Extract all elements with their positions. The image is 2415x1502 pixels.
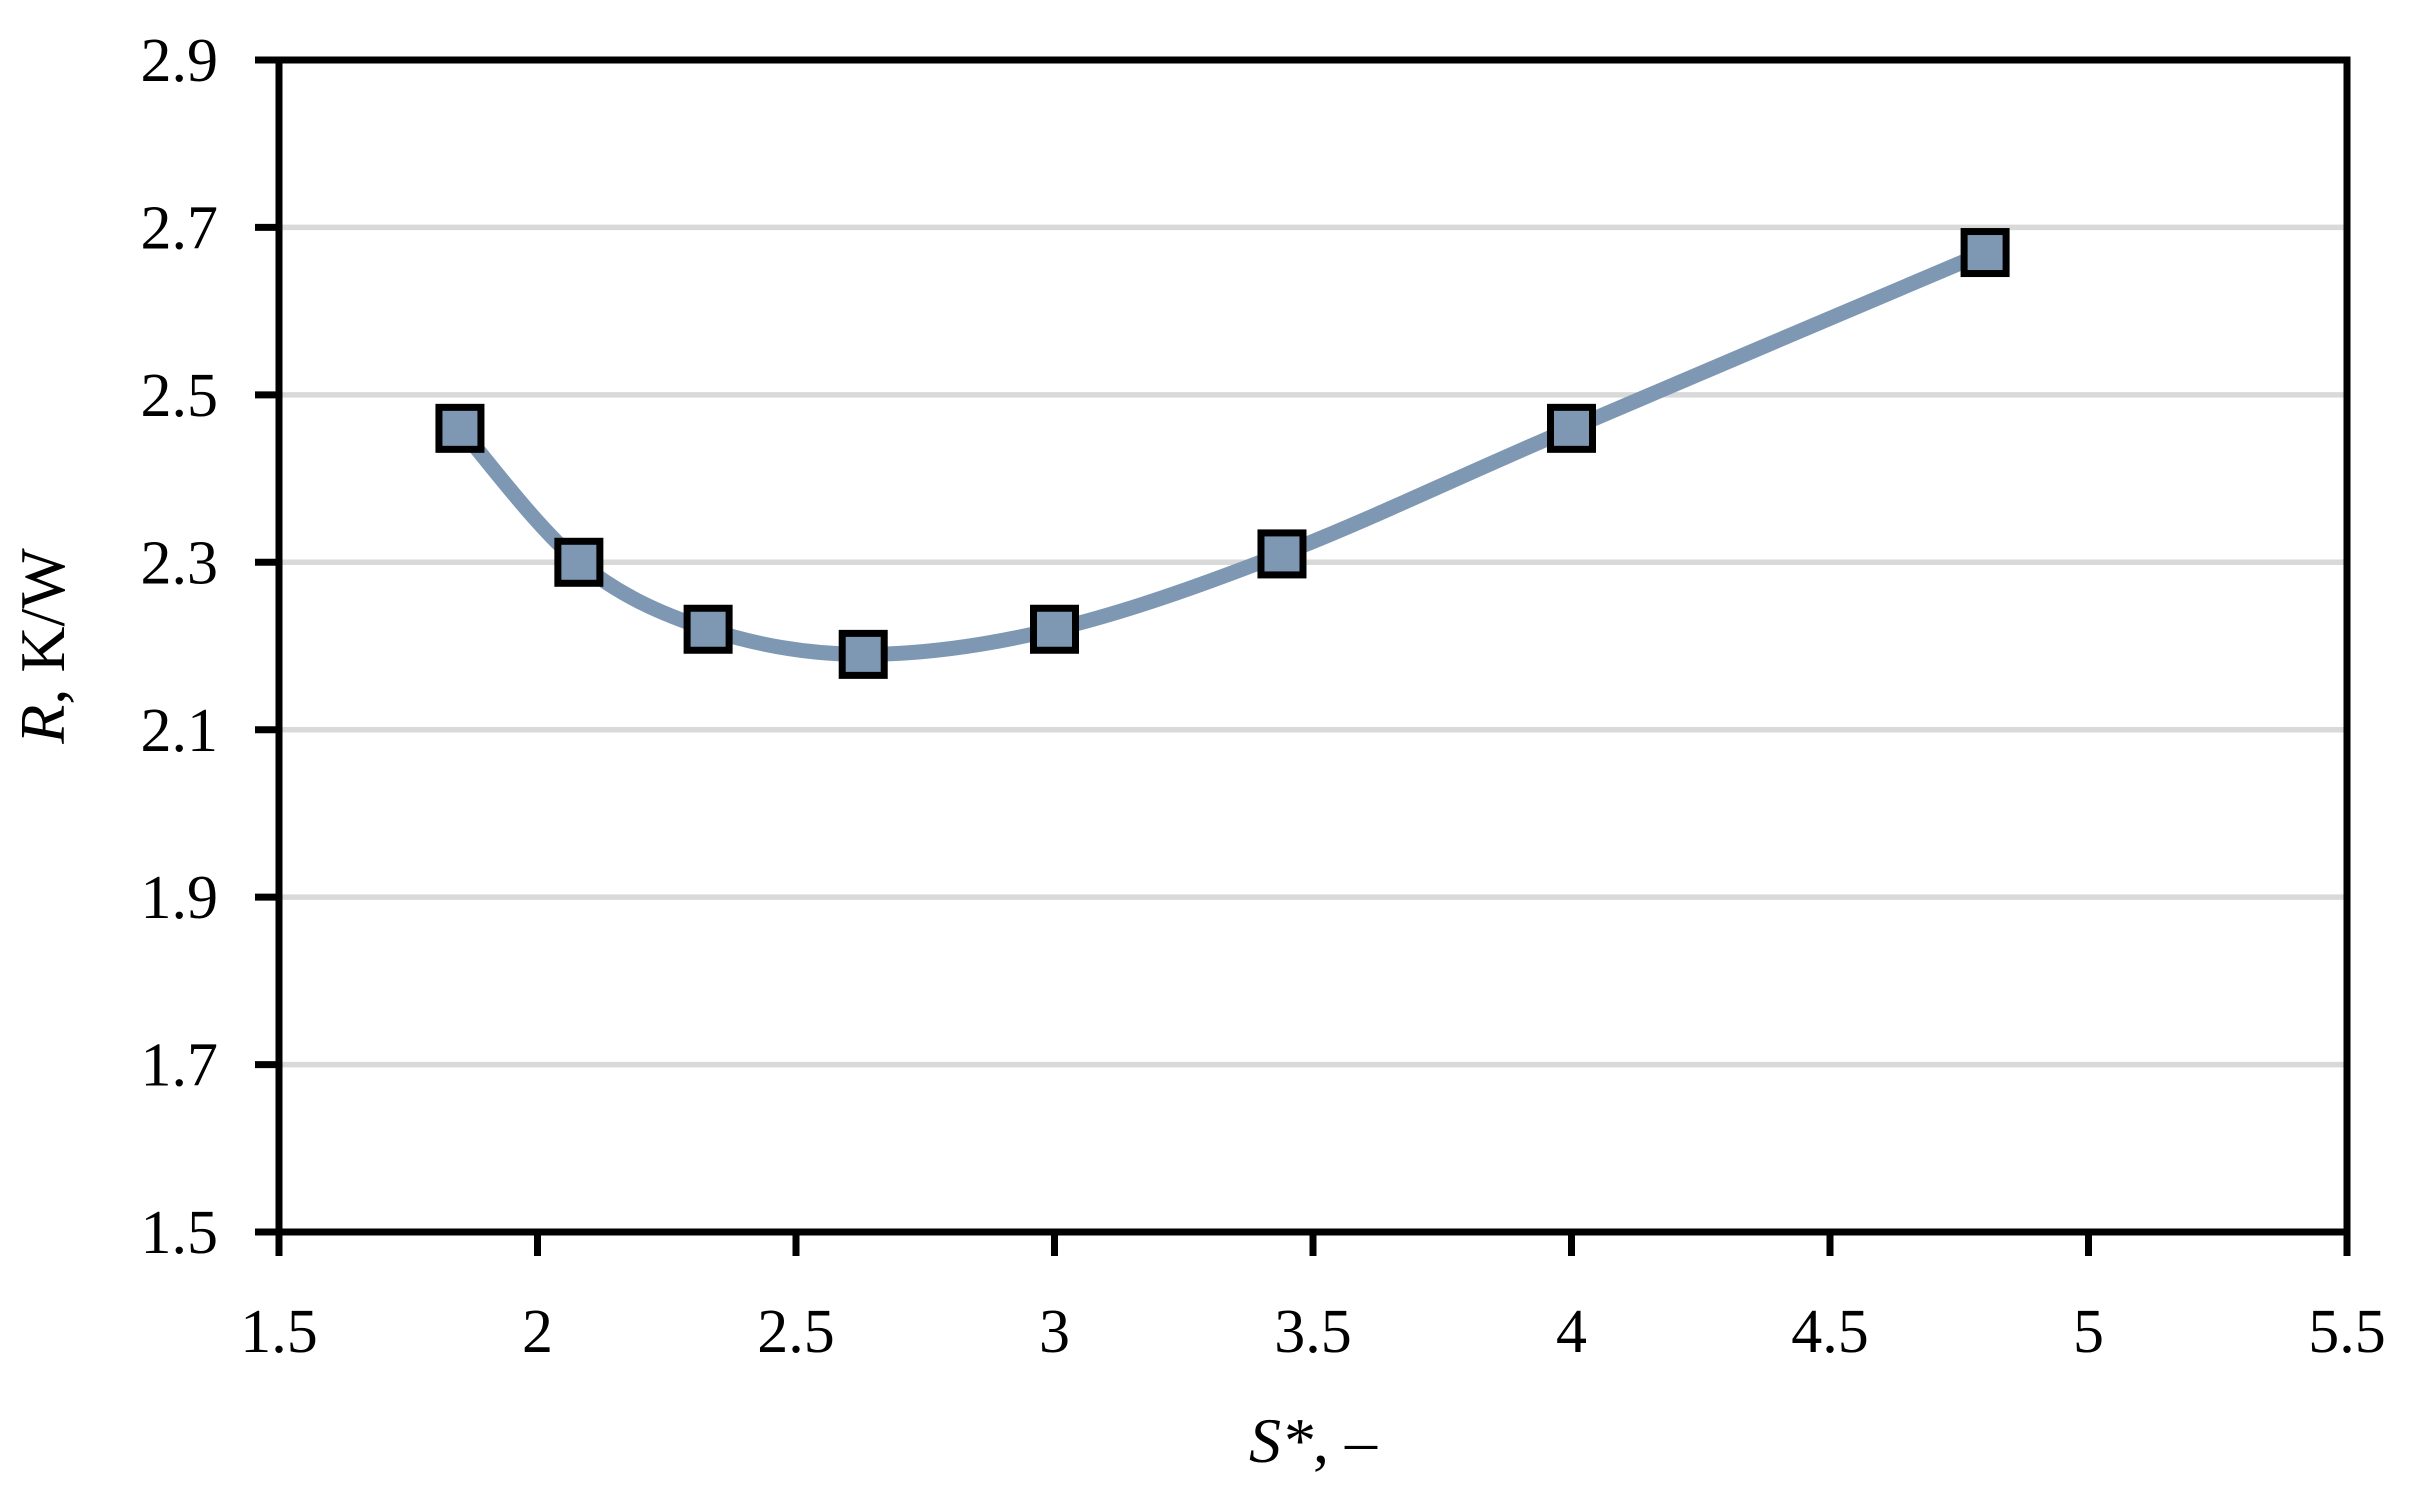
x-axis-title-part: , – [1313,1405,1378,1476]
x-tick-label: 1.5 [240,1298,318,1366]
y-tick-label: 1.5 [141,1199,219,1267]
y-tick-label: 2.9 [141,27,219,95]
x-tick-label: 3.5 [1274,1298,1352,1366]
series-line [452,245,1993,662]
data-point-marker [838,629,888,679]
data-point-marker [1030,604,1079,654]
x-tick-label: 4.5 [1791,1298,1869,1366]
data-point-marker [1960,228,2010,278]
x-tick-label: 2 [522,1298,553,1366]
tick-layer: 1.5 1.7 1.9 2.1 2.3 2.5 2.7 2.9 1.5 2 2.5 3 3.5 4 4.5 5… [141,27,2386,1366]
plot-border [275,56,2351,1236]
y-tick-label: 1.9 [141,864,219,932]
x-tick-label: 4 [1556,1298,1587,1366]
y-axis-title: R, K/W [7,548,78,745]
x-tick-label: 3 [1039,1298,1070,1366]
y-tick-label: 2.7 [141,195,219,263]
x-tick-label: 2.5 [757,1298,835,1366]
gridline-layer [279,224,2347,1068]
x-axis-title: S*, – [1249,1405,1378,1476]
axis-label-layer: S*, – R, K/W [7,548,1378,1476]
y-tick-label: 2.3 [141,529,219,597]
data-series-layer [435,228,2010,679]
data-point-marker [683,604,733,654]
data-point-marker [1257,529,1307,579]
y-axis-title-part: R [7,705,78,745]
data-point-marker [554,537,604,587]
x-tick-label: 5.5 [2308,1298,2386,1366]
data-point-marker [1547,403,1596,453]
y-tick-label: 1.7 [141,1032,219,1100]
y-tick-label: 2.1 [141,697,219,765]
x-tick-label: 5 [2073,1298,2104,1366]
plot-border-layer [275,56,2351,1236]
data-point-marker [435,403,485,453]
y-axis-title-part: , K/W [7,548,78,705]
y-tick-label: 2.5 [141,362,219,430]
x-axis-title-part: S* [1249,1405,1313,1476]
